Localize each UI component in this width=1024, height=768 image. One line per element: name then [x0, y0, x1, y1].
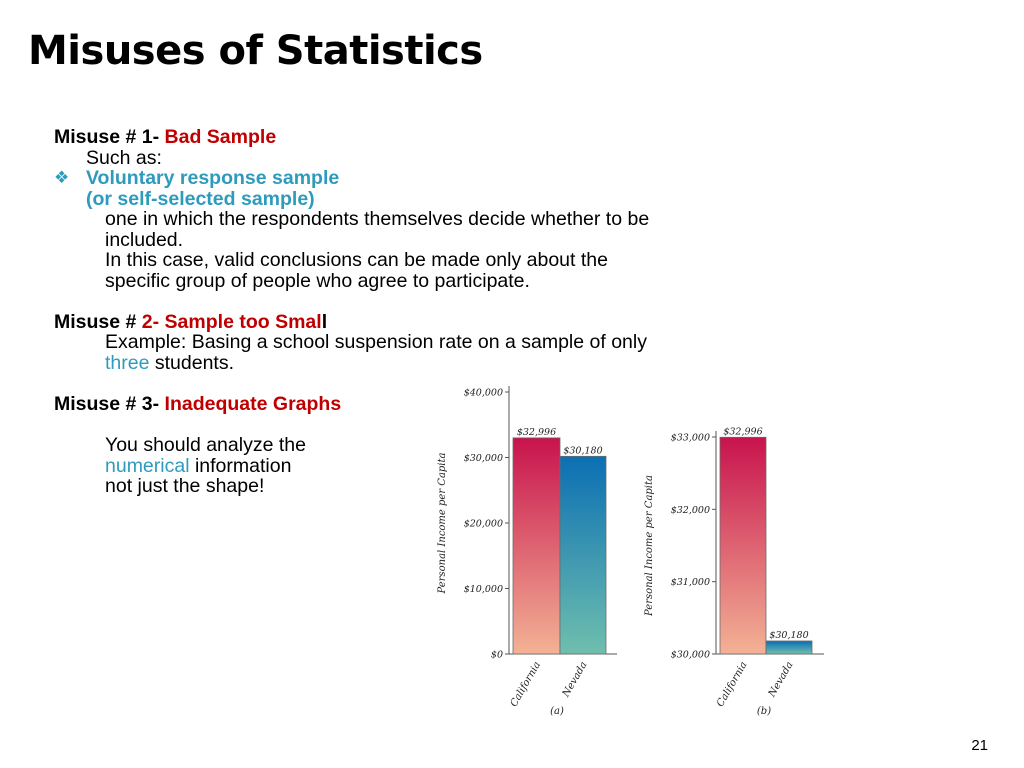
category-label: California — [509, 660, 544, 709]
misuse-1-desc-4: specific group of people who agree to pa… — [105, 270, 530, 292]
misuse-2-example-rest: students. — [149, 352, 235, 374]
y-tick-label: $31,000 — [671, 577, 710, 588]
bar-nevada — [559, 455, 607, 655]
misuse-2-example: Example: Basing a school suspension rate… — [105, 331, 647, 353]
y-tick-label: $30,000 — [671, 650, 710, 661]
panel-label: (b) — [757, 706, 771, 717]
misuse-2-name: 2- Sample too Smal — [141, 311, 322, 333]
y-tick-label: $33,000 — [671, 433, 710, 444]
bar-value-label: $32,996 — [723, 426, 762, 437]
y-tick-label: $40,000 — [464, 388, 503, 399]
misuse-2-prefix: Misuse # — [54, 311, 142, 333]
misuse-1-name: Bad Sample — [164, 126, 277, 148]
misuse-1-heading: Misuse # 1- Bad Sample — [54, 127, 276, 148]
such-as-label: Such as: — [86, 147, 162, 169]
numerical-highlight: numerical — [105, 455, 190, 477]
voluntary-response-term: Voluntary response sample — [86, 167, 340, 189]
misuse-3-heading: Misuse # 3- Inadequate Graphs — [54, 394, 341, 415]
bar-chart-b: $30,000 $31,000 $32,000 $33,000 Personal Inc… — [644, 426, 824, 717]
misuse-2-name-tail: l — [321, 311, 328, 333]
misuse-2-example-2: three students. — [105, 353, 234, 374]
page-number: 21 — [971, 737, 988, 754]
category-label: Nevada — [560, 660, 589, 700]
y-axis-label: Personal Income per Capita — [437, 452, 448, 594]
three-highlight: three — [105, 352, 150, 374]
category-label: Nevada — [766, 660, 795, 700]
bar-value-label: $32,996 — [517, 427, 556, 438]
misuse-1-desc-3: In this case, valid conclusions can be m… — [105, 249, 608, 271]
misuse-3-line-2: numerical information — [105, 456, 291, 477]
panel-label: (a) — [550, 706, 564, 717]
bar-nevada — [765, 640, 813, 655]
self-selected-term: (or self-selected sample) — [86, 188, 315, 210]
y-tick-label: $10,000 — [464, 584, 503, 595]
misuse-1-prefix: Misuse # 1- — [54, 126, 165, 148]
bar-value-label: $30,180 — [563, 445, 602, 456]
misuse-1-desc-2: included. — [105, 229, 184, 251]
bar-california — [719, 436, 767, 655]
y-axis-label: Personal Income per Capita — [644, 475, 655, 617]
misuse-1-desc-1: one in which the respondents themselves … — [105, 208, 650, 230]
misuse-2-heading: Misuse # 2- Sample too Small — [54, 312, 327, 333]
bar-chart-a: $0 $10,000 $20,000 $30,000 $40,000 Personal I… — [437, 386, 617, 717]
diamond-bullet-icon: ❖ — [54, 168, 70, 187]
misuse-3-name: Inadequate Graphs — [164, 393, 342, 415]
misuse-3-line-3: not just the shape! — [105, 475, 265, 497]
bar-value-label: $30,180 — [769, 630, 808, 641]
bar-california — [512, 437, 561, 655]
y-tick-label: $30,000 — [464, 453, 503, 464]
category-label: California — [715, 660, 750, 709]
slide-title: Misuses of Statistics — [28, 28, 483, 74]
misuse-3-line-1: You should analyze the — [105, 434, 306, 456]
y-tick-label: $32,000 — [671, 505, 710, 516]
y-tick-label: $20,000 — [464, 519, 503, 530]
y-tick-label: $0 — [491, 650, 503, 661]
misuse-3-prefix: Misuse # 3- — [54, 393, 165, 415]
misuse-3-line-2-rest: information — [189, 455, 292, 477]
